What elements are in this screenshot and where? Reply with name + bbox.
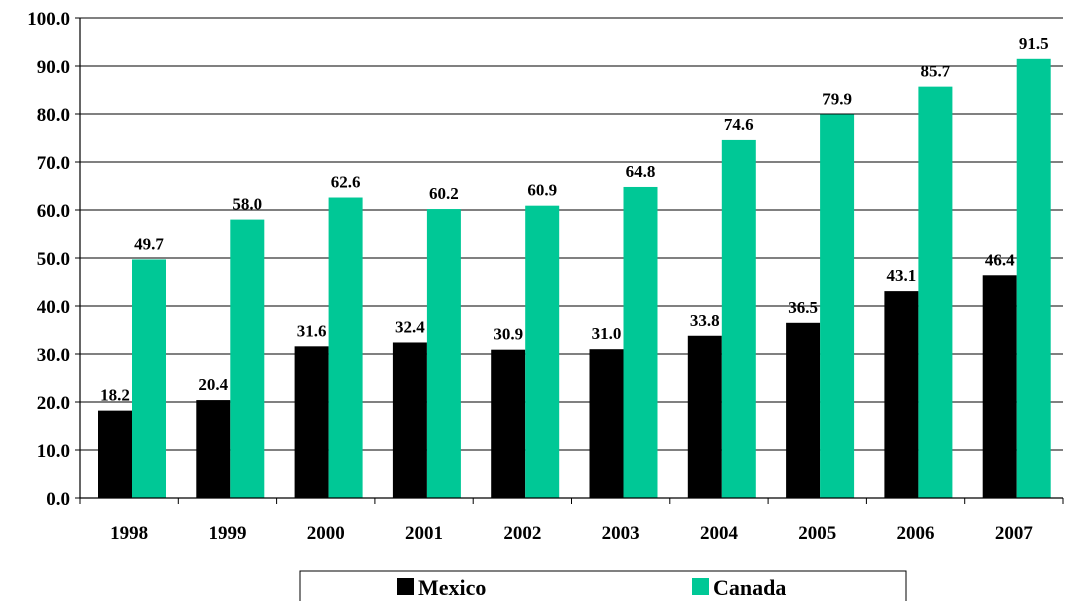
y-tick-label: 50.0 bbox=[37, 249, 70, 270]
legend-swatch-mexico bbox=[397, 578, 414, 595]
x-tick-label: 2001 bbox=[405, 523, 443, 544]
bar-mexico-2006 bbox=[884, 291, 919, 498]
data-label-canada-2002: 60.9 bbox=[527, 181, 557, 200]
data-label-mexico-2006: 43.1 bbox=[887, 266, 917, 285]
x-tick-label: 2002 bbox=[503, 523, 541, 544]
bar-canada-1999 bbox=[230, 219, 265, 498]
bar-mexico-1999 bbox=[196, 400, 231, 498]
bar-mexico-2005 bbox=[786, 322, 821, 498]
bar-canada-2002 bbox=[525, 205, 560, 498]
x-tick-label: 2004 bbox=[700, 523, 739, 544]
bar-canada-2003 bbox=[623, 186, 658, 498]
data-label-canada-1999: 58.0 bbox=[232, 195, 262, 214]
bar-mexico-2004 bbox=[687, 335, 722, 498]
data-label-canada-2004: 74.6 bbox=[724, 115, 754, 134]
x-tick-label: 2007 bbox=[995, 523, 1034, 544]
bar-mexico-2002 bbox=[491, 349, 526, 498]
bar-mexico-2000 bbox=[294, 346, 329, 498]
y-tick-label: 60.0 bbox=[37, 201, 70, 222]
y-tick-label: 0.0 bbox=[46, 489, 70, 510]
data-label-canada-2005: 79.9 bbox=[822, 89, 852, 108]
data-label-mexico-2003: 31.0 bbox=[592, 324, 622, 343]
data-label-mexico-2004: 33.8 bbox=[690, 311, 720, 330]
bar-canada-2005 bbox=[820, 114, 855, 498]
data-label-canada-1998: 49.7 bbox=[134, 234, 164, 253]
bar-canada-2007 bbox=[1016, 58, 1051, 499]
y-tick-label: 40.0 bbox=[37, 297, 70, 318]
data-label-mexico-2001: 32.4 bbox=[395, 317, 425, 336]
x-tick-label: 2003 bbox=[602, 523, 640, 544]
x-tick-label: 1998 bbox=[110, 523, 148, 544]
bars bbox=[98, 58, 1051, 499]
legend-label-canada: Canada bbox=[713, 575, 786, 600]
x-tick-label: 2000 bbox=[307, 523, 345, 544]
y-tick-label: 80.0 bbox=[37, 105, 70, 126]
data-label-mexico-2000: 31.6 bbox=[297, 321, 327, 340]
y-tick-label: 100.0 bbox=[27, 9, 70, 30]
bar-mexico-2001 bbox=[392, 342, 427, 498]
legend-box bbox=[299, 570, 907, 601]
axes: 0.0 10.0 20.0 30.0 40.0 50.0 60.0 70.0 80.0 90.0 1… bbox=[27, 9, 1064, 544]
data-label-mexico-2005: 36.5 bbox=[788, 298, 818, 317]
y-tick-label: 20.0 bbox=[37, 393, 70, 414]
bar-mexico-1998 bbox=[98, 410, 132, 498]
x-tick-label: 1999 bbox=[208, 523, 246, 544]
data-label-mexico-1999: 20.4 bbox=[198, 375, 228, 394]
data-label-canada-2000: 62.6 bbox=[331, 173, 361, 192]
bar-canada-2001 bbox=[426, 209, 461, 499]
data-label-mexico-2007: 46.4 bbox=[985, 250, 1015, 269]
data-label-canada-2007: 91.5 bbox=[1019, 34, 1049, 53]
y-tick-label: 30.0 bbox=[37, 345, 70, 366]
bar-canada-2004 bbox=[721, 139, 756, 499]
bar-canada-2000 bbox=[328, 197, 363, 498]
bar-canada-2006 bbox=[918, 86, 953, 498]
legend-swatch-canada bbox=[692, 578, 709, 595]
data-label-canada-2001: 60.2 bbox=[429, 184, 459, 203]
bar-mexico-2003 bbox=[589, 349, 624, 498]
data-label-mexico-2002: 30.9 bbox=[493, 325, 523, 344]
y-tick-label: 70.0 bbox=[37, 153, 70, 174]
legend-label-mexico: Mexico bbox=[418, 575, 486, 600]
data-labels: 18.2 20.4 31.6 32.4 30.9 31.0 33.8 36.5 43.1 46.4… bbox=[100, 34, 1048, 405]
x-tick-label: 2005 bbox=[798, 523, 836, 544]
bar-mexico-2007 bbox=[982, 275, 1017, 498]
y-tick-label: 10.0 bbox=[37, 441, 70, 462]
bar-canada-1998 bbox=[132, 259, 166, 498]
data-label-mexico-1998: 18.2 bbox=[100, 386, 130, 405]
legend: Mexico Canada bbox=[299, 570, 907, 601]
y-tick-label: 90.0 bbox=[37, 57, 70, 78]
data-label-canada-2006: 85.7 bbox=[921, 62, 951, 81]
x-tick-label: 2006 bbox=[897, 523, 935, 544]
data-label-canada-2003: 64.8 bbox=[626, 162, 656, 181]
